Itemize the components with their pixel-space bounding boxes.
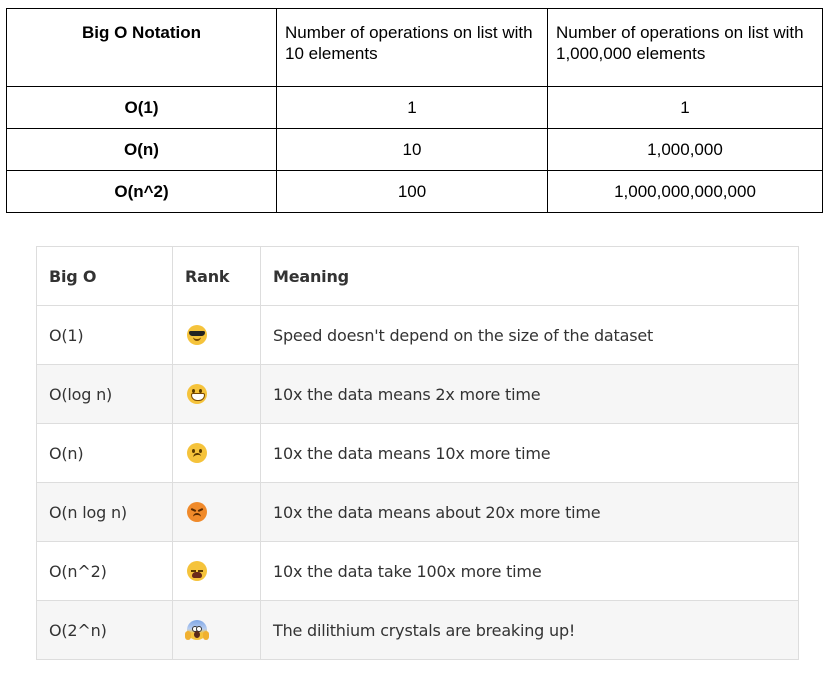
table-row: O(n) 10x the data means 10x more time bbox=[36, 423, 799, 483]
row-notation: O(n) bbox=[6, 128, 277, 171]
table-row: O(n^2) 100 1,000,000,000,000 bbox=[6, 170, 823, 213]
row-big-o: O(log n) bbox=[36, 364, 173, 424]
tired-face-icon bbox=[187, 561, 207, 582]
row-meaning: Speed doesn't depend on the size of the … bbox=[260, 305, 799, 365]
table-row: O(log n) 10x the data means 2x more time bbox=[36, 364, 799, 424]
row-big-o: O(1) bbox=[36, 305, 173, 365]
header-ops-1m: Number of operations on list with 1,000,… bbox=[547, 8, 823, 87]
confused-face-icon bbox=[187, 443, 207, 464]
grimacing-face-icon bbox=[187, 384, 207, 405]
row-big-o: O(n log n) bbox=[36, 482, 173, 542]
row-big-o: O(n^2) bbox=[36, 541, 173, 601]
table-row: O(1) 1 1 bbox=[6, 86, 823, 129]
row-meaning: 10x the data take 100x more time bbox=[260, 541, 799, 601]
row-meaning: 10x the data means 10x more time bbox=[260, 423, 799, 483]
big-o-rank-table: Big O Rank Meaning O(1) Speed doesn't de… bbox=[36, 246, 799, 660]
row-ops-10: 10 bbox=[276, 128, 548, 171]
table-row: O(2^n) The dilithium crystals are breaki… bbox=[36, 600, 799, 660]
table-row: O(1) Speed doesn't depend on the size of… bbox=[36, 305, 799, 365]
header-meaning: Meaning bbox=[260, 246, 799, 306]
row-ops-1m: 1 bbox=[547, 86, 823, 129]
table-row: O(n log n) 10x the data means about 20x … bbox=[36, 482, 799, 542]
sunglasses-face-icon bbox=[187, 325, 207, 346]
screaming-face-icon bbox=[185, 620, 209, 641]
header-big-o-notation: Big O Notation bbox=[6, 8, 277, 87]
row-notation: O(n^2) bbox=[6, 170, 277, 213]
header-big-o: Big O bbox=[36, 246, 173, 306]
angry-face-icon bbox=[187, 502, 207, 523]
row-ops-10: 100 bbox=[276, 170, 548, 213]
operations-comparison-table: Big O Notation Number of operations on l… bbox=[6, 8, 823, 213]
table-header-row: Big O Rank Meaning bbox=[36, 246, 799, 306]
row-ops-1m: 1,000,000,000,000 bbox=[547, 170, 823, 213]
row-meaning: 10x the data means about 20x more time bbox=[260, 482, 799, 542]
row-big-o: O(n) bbox=[36, 423, 173, 483]
row-meaning: 10x the data means 2x more time bbox=[260, 364, 799, 424]
header-ops-10: Number of operations on list with 10 ele… bbox=[276, 8, 548, 87]
row-ops-10: 1 bbox=[276, 86, 548, 129]
row-notation: O(1) bbox=[6, 86, 277, 129]
table-row: O(n^2) 10x the data take 100x more time bbox=[36, 541, 799, 601]
table-header-row: Big O Notation Number of operations on l… bbox=[6, 8, 823, 87]
row-big-o: O(2^n) bbox=[36, 600, 173, 660]
row-meaning: The dilithium crystals are breaking up! bbox=[260, 600, 799, 660]
table-row: O(n) 10 1,000,000 bbox=[6, 128, 823, 171]
header-rank: Rank bbox=[172, 246, 261, 306]
row-ops-1m: 1,000,000 bbox=[547, 128, 823, 171]
